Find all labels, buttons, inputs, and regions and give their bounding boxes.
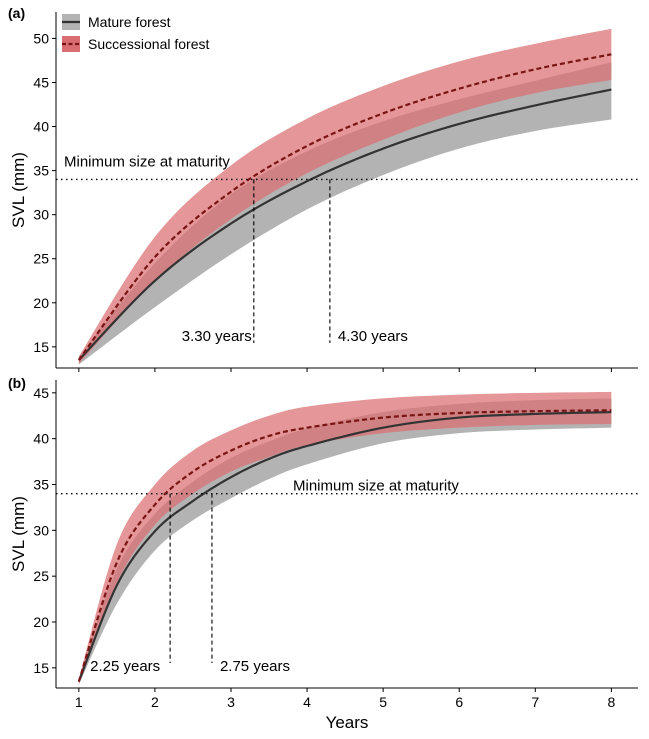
maturity-threshold-label: Minimum size at maturity	[293, 478, 459, 495]
mature-ci-ribbon-b	[78, 398, 612, 685]
successional-ci-ribbon-a	[78, 28, 612, 364]
x-tick-label: 4	[303, 694, 311, 710]
y-tick-label: 50	[33, 30, 49, 46]
y-tick-label: 40	[33, 431, 49, 447]
x-tick-label: 1	[75, 694, 83, 710]
y-axis-title: SVL (mm)	[9, 152, 28, 228]
x-tick-label: 6	[455, 694, 463, 710]
x-tick-label: 3	[227, 694, 235, 710]
y-tick-label: 30	[33, 207, 49, 223]
y-tick-label: 35	[33, 477, 49, 493]
successional-growth-line-b	[77, 409, 612, 682]
y-tick-label: 15	[33, 660, 49, 676]
successional-ci-ribbon-b	[78, 391, 612, 685]
x-tick-label: 2	[151, 694, 159, 710]
age-at-maturity-label: 2.75 years	[220, 658, 290, 675]
age-at-maturity-label: 2.25 years	[90, 658, 160, 675]
y-tick-label: 45	[33, 74, 49, 90]
y-tick-label: 25	[33, 568, 49, 584]
y-axis-title: SVL (mm)	[9, 496, 28, 572]
x-axis-title: Years	[326, 713, 369, 732]
legend: Mature forest Successional forest	[62, 14, 210, 52]
x-axis: 1 2 3 4 5 6 7 8 Years	[75, 694, 616, 732]
age-at-maturity-label: 3.30 years	[182, 328, 252, 345]
panel-label: (a)	[8, 5, 25, 21]
mature-growth-line-b	[77, 410, 612, 682]
y-tick-label: 20	[33, 295, 49, 311]
y-tick-label: 20	[33, 614, 49, 630]
y-tick-label: 40	[33, 119, 49, 135]
mature-growth-line-a	[78, 88, 612, 361]
x-tick-label: 5	[379, 694, 387, 710]
age-at-maturity-label: 4.30 years	[338, 328, 408, 345]
y-tick-label: 35	[33, 163, 49, 179]
y-tick-label: 45	[33, 385, 49, 401]
legend-label: Mature forest	[88, 14, 171, 30]
panel-label: (b)	[8, 375, 26, 391]
successional-growth-line-a	[77, 53, 612, 361]
y-tick-label: 15	[33, 339, 49, 355]
legend-label: Successional forest	[88, 36, 210, 52]
x-tick-label: 8	[607, 694, 615, 710]
mature-ci-ribbon-a	[78, 62, 612, 365]
panel-b: Minimum size at maturity 2.25 years 2.75 y…	[8, 375, 638, 692]
panel-a: Minimum size at maturity 3.30 years 4.30 y…	[8, 5, 638, 372]
y-tick-label: 30	[33, 522, 49, 538]
x-tick-label: 7	[531, 694, 539, 710]
maturity-threshold-label: Minimum size at maturity	[64, 153, 230, 170]
y-tick-label: 25	[33, 251, 49, 267]
